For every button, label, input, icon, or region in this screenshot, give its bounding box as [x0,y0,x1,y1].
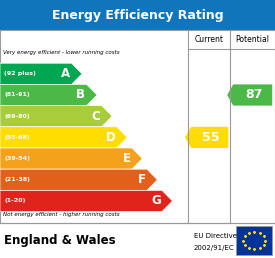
Text: (81-91): (81-91) [4,93,30,98]
Polygon shape [0,148,142,169]
Text: Very energy efficient - lower running costs: Very energy efficient - lower running co… [3,50,119,55]
Text: EU Directive: EU Directive [194,233,237,239]
Text: D: D [106,131,116,144]
Text: C: C [92,110,100,123]
Polygon shape [0,190,172,212]
Text: 2002/91/EC: 2002/91/EC [194,245,235,251]
Text: (1-20): (1-20) [4,198,26,204]
Polygon shape [227,84,272,106]
Polygon shape [0,169,157,190]
Text: (69-80): (69-80) [4,114,30,119]
Text: F: F [138,173,145,186]
Text: Current: Current [195,35,224,44]
Bar [0,0,275,30]
Text: 87: 87 [245,88,263,101]
Text: Energy Efficiency Rating: Energy Efficiency Rating [52,9,223,22]
Polygon shape [185,127,228,148]
Text: (21-38): (21-38) [4,177,30,182]
Text: (39-54): (39-54) [4,156,30,161]
Text: (92 plus): (92 plus) [4,71,36,76]
Text: A: A [61,67,70,80]
Text: E: E [122,152,130,165]
Bar [236,226,272,255]
Polygon shape [0,84,97,106]
Text: 55: 55 [202,131,220,144]
Polygon shape [0,106,112,127]
Bar [0,30,275,223]
Text: B: B [76,88,85,101]
Text: G: G [151,195,161,207]
Polygon shape [0,127,127,148]
Text: Not energy efficient - higher running costs: Not energy efficient - higher running co… [3,212,119,217]
Text: Potential: Potential [236,35,270,44]
Text: (55-68): (55-68) [4,135,30,140]
Text: England & Wales: England & Wales [4,234,116,247]
Polygon shape [0,63,82,84]
